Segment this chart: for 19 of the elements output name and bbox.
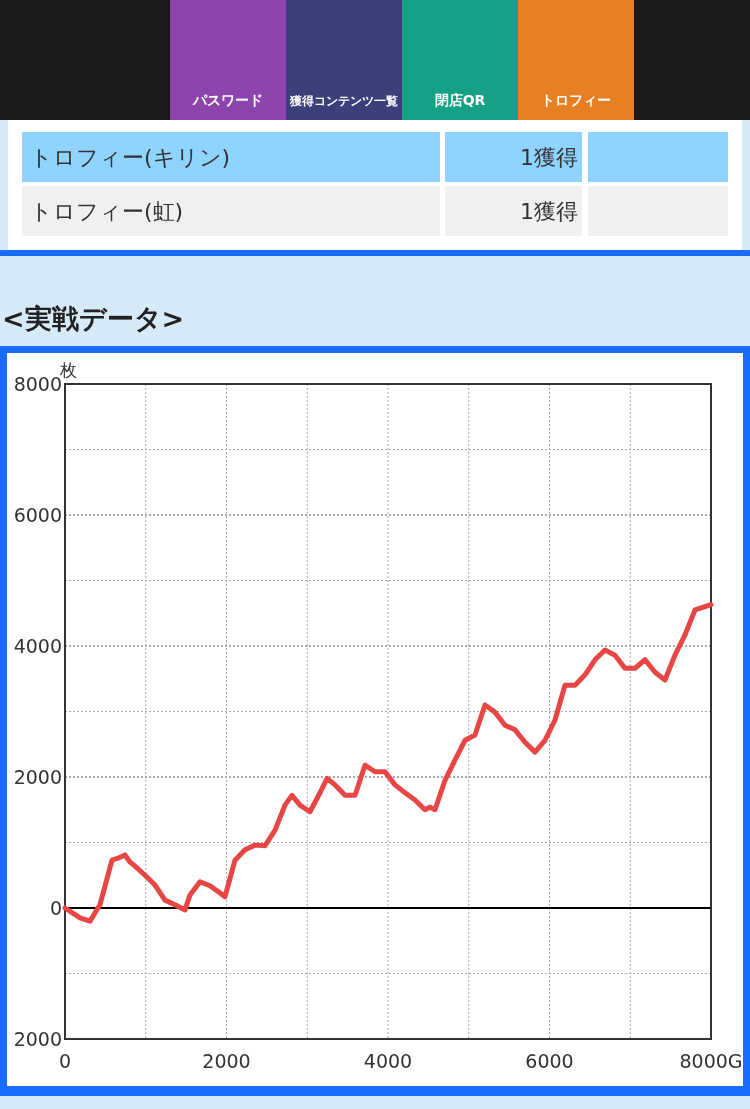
y-tick-label: 2000: [13, 766, 62, 788]
text: 閉店QR: [434, 92, 486, 108]
y-axis-title: 枚: [59, 360, 77, 380]
y-tick-label: 6000: [13, 504, 62, 526]
text: トロフィー(キリン): [30, 145, 231, 170]
chart-title: <実戦データ>: [2, 303, 185, 334]
text: 1獲得: [520, 199, 578, 224]
y-tick-label: 4000: [13, 635, 62, 657]
text: 獲得コンテンツ一覧: [289, 94, 398, 108]
text: トロフィー(虹): [30, 199, 184, 224]
x-tick-label: 4000: [363, 1050, 413, 1072]
text: パスワード: [192, 92, 263, 108]
text: 1獲得: [520, 145, 578, 170]
text: トロフィー: [541, 92, 611, 108]
y-tick-label: 0: [49, 897, 62, 919]
x-tick-label: 8000G: [679, 1050, 743, 1072]
y-tick-label: 2000: [13, 1028, 62, 1050]
x-tick-label: 6000: [525, 1050, 574, 1072]
x-tick-label: 2000: [202, 1050, 251, 1072]
